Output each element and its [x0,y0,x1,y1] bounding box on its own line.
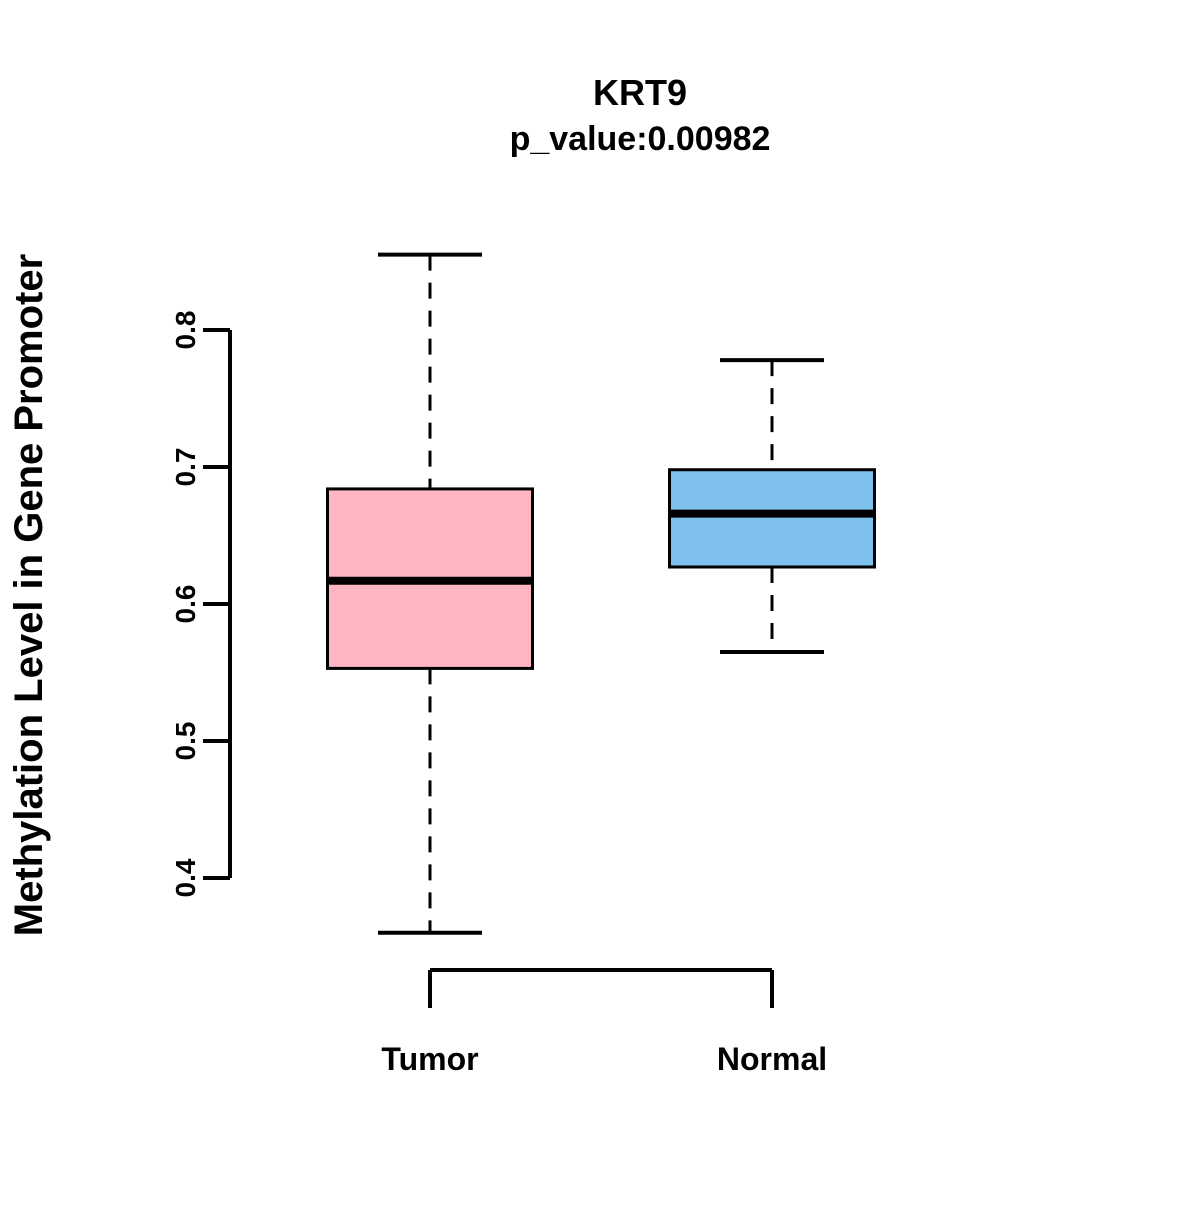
chart-subtitle: p_value:0.00982 [510,120,771,158]
y-tick-label: 0.5 [170,722,201,761]
y-tick-label: 0.6 [170,585,201,624]
box-normal [668,468,876,569]
x-category-label-normal: Normal [717,1041,827,1077]
y-tick-label: 0.8 [170,311,201,350]
y-tick-label: 0.7 [170,448,201,487]
chart-layer: 0.4 0.5 0.6 0.7 0.8 [170,252,876,1008]
x-category-label-tumor: Tumor [381,1041,478,1077]
y-tick-label: 0.4 [170,858,201,897]
y-axis-label: Methylation Level in Gene Promoter [7,254,51,936]
chart-title: KRT9 [593,72,687,113]
